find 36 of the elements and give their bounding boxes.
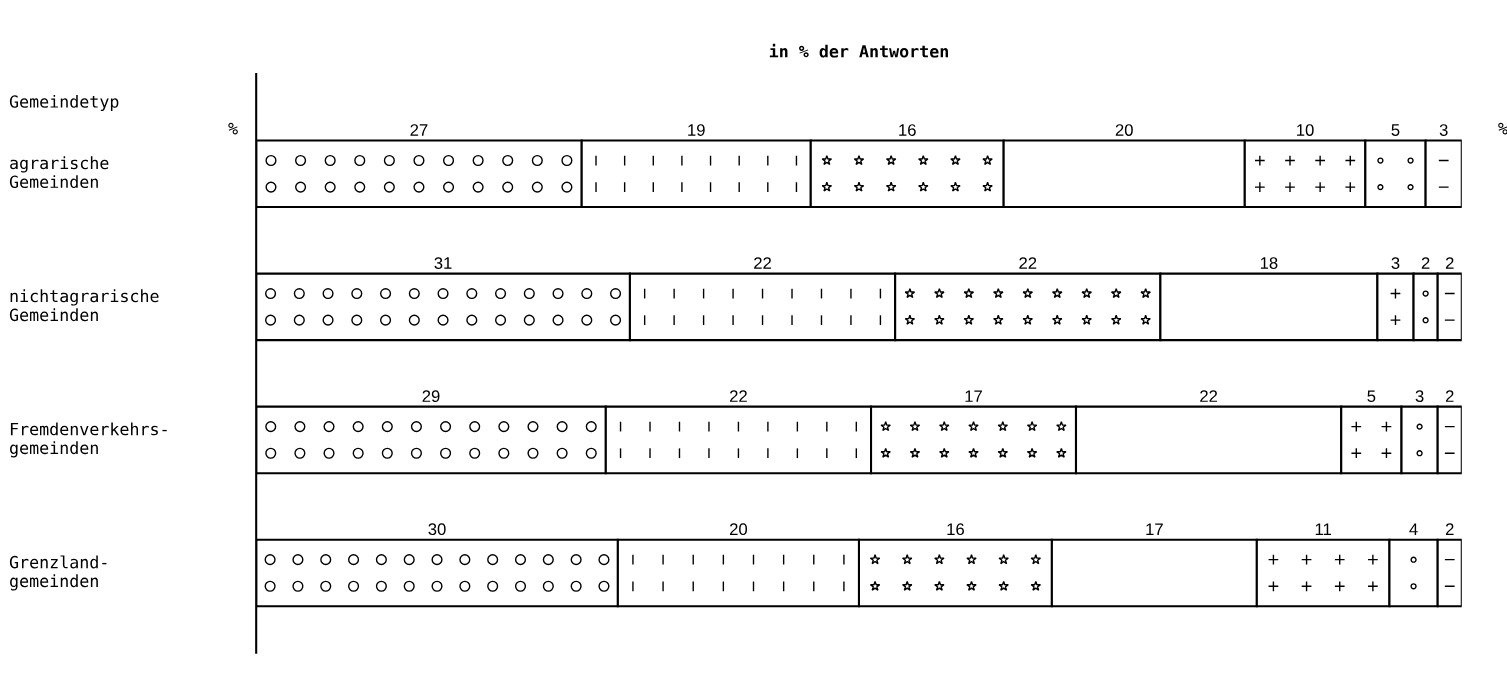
data-label: 22 bbox=[1200, 390, 1218, 402]
data-label: 22 bbox=[1019, 257, 1037, 269]
data-label: 2 bbox=[1445, 390, 1454, 402]
text: % bbox=[1498, 122, 1507, 135]
data-label: 18 bbox=[1260, 257, 1278, 269]
data-label: 11 bbox=[1315, 523, 1331, 535]
data-label: 17 bbox=[1146, 523, 1163, 535]
y-axis-title: Gemeindetyp bbox=[9, 94, 119, 112]
data-label: 16 bbox=[947, 523, 964, 536]
chart-title: in % der Antworten bbox=[769, 43, 948, 58]
y-tick-label: agrarische Gemeinden bbox=[9, 156, 109, 189]
data-label: 27 bbox=[410, 124, 428, 136]
data-label: 17 bbox=[965, 390, 982, 402]
data-label: 5 bbox=[1391, 124, 1400, 136]
data-label: 2 bbox=[1445, 523, 1454, 535]
data-label: 19 bbox=[688, 124, 705, 136]
y-tick-label: nichtagrarische Gemeinden bbox=[9, 289, 159, 322]
data-label: 10 bbox=[1297, 124, 1314, 136]
y-tick-label: Fremdenverkehrs- gemeinden bbox=[10, 422, 167, 458]
data-label: 20 bbox=[730, 523, 748, 536]
data-label: 2 bbox=[1445, 257, 1454, 269]
data-label: 22 bbox=[730, 390, 747, 402]
text: % bbox=[228, 122, 238, 135]
data-label: 3 bbox=[1415, 390, 1424, 403]
data-label: 20 bbox=[1115, 124, 1133, 136]
data-label: 22 bbox=[754, 257, 771, 269]
data-label: 16 bbox=[899, 124, 916, 136]
data-label: 5 bbox=[1367, 390, 1376, 403]
data-label: 31 bbox=[434, 257, 452, 269]
data-label: 2 bbox=[1421, 257, 1430, 269]
data-label: 30 bbox=[428, 523, 446, 536]
y-tick-label: Grenzland- gemeinden bbox=[9, 555, 107, 591]
data-label: 3 bbox=[1391, 257, 1400, 269]
data-label: 4 bbox=[1409, 523, 1418, 535]
data-label: 3 bbox=[1439, 124, 1448, 136]
data-label: 29 bbox=[422, 390, 440, 403]
